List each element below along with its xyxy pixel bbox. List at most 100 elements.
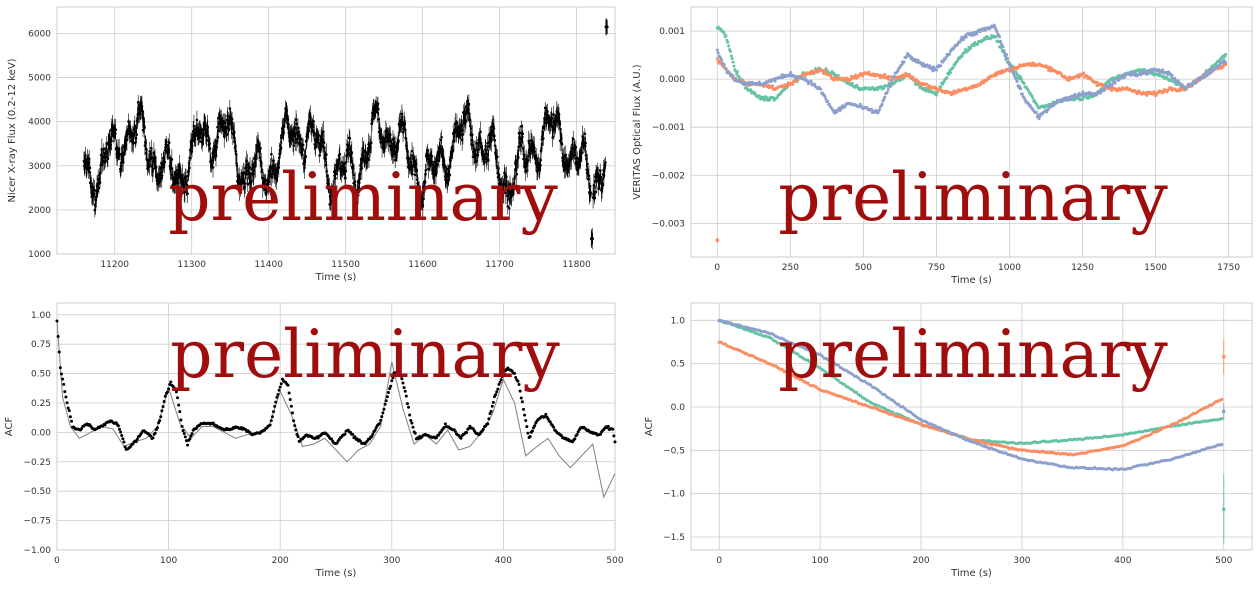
- nicer-point: [594, 190, 598, 194]
- nicer-point: [106, 157, 110, 161]
- veritas-point: [902, 60, 906, 64]
- nicer-point: [151, 167, 155, 170]
- veritas-point: [826, 100, 830, 104]
- nicer-point: [584, 141, 587, 145]
- veritas-point: [976, 42, 980, 46]
- nicer-point: [110, 139, 113, 143]
- veritas-point: [890, 79, 894, 83]
- nicer-point: [294, 141, 297, 144]
- nicer-point: [492, 124, 495, 128]
- nicer-point: [589, 191, 593, 194]
- acf-point: [378, 421, 382, 425]
- nicer-point: [560, 143, 564, 146]
- acf-point: [56, 334, 60, 338]
- nicer-point: [340, 161, 344, 164]
- acf-point: [70, 419, 74, 423]
- veritas-point: [791, 82, 795, 86]
- nicer-point: [403, 122, 407, 125]
- nicer-point: [455, 121, 459, 124]
- x-tick-label: 11700: [485, 260, 514, 270]
- acf-point: [158, 419, 162, 423]
- nicer-point: [183, 190, 187, 194]
- y-tick-label: 3000: [28, 162, 51, 172]
- acf-point: [407, 405, 411, 409]
- nicer-point: [164, 140, 168, 144]
- veritas-point: [715, 57, 719, 61]
- nicer-point: [452, 140, 456, 143]
- veritas-point: [951, 66, 955, 70]
- y-tick-label: 5000: [28, 74, 51, 84]
- nicer-point: [317, 134, 321, 137]
- nicer-point: [160, 162, 163, 165]
- nicer-point: [248, 166, 252, 169]
- nicer-point: [102, 147, 106, 151]
- nicer-point: [93, 188, 96, 192]
- nicer-point: [599, 175, 603, 179]
- nicer-point: [508, 182, 512, 186]
- x-tick-label: 250: [782, 263, 799, 273]
- x-tick-label: 1000: [998, 263, 1021, 273]
- nicer-point: [504, 175, 508, 179]
- nicer-point: [525, 169, 529, 172]
- nicer-point: [231, 121, 234, 125]
- nicer-point: [170, 158, 174, 161]
- nicer-point: [595, 179, 599, 182]
- veritas-point: [880, 102, 884, 106]
- veritas-point: [730, 56, 734, 60]
- nicer-point: [506, 205, 510, 208]
- nicer-point: [580, 151, 584, 155]
- nicer-point: [583, 132, 587, 136]
- veritas-point: [820, 69, 824, 73]
- veritas-point: [836, 74, 840, 78]
- veritas-point: [1002, 48, 1006, 52]
- nicer-point: [603, 164, 607, 167]
- nicer-point: [92, 192, 96, 196]
- nicer-point: [259, 146, 262, 150]
- nicer-point: [588, 184, 592, 188]
- veritas-point: [886, 87, 890, 91]
- nicer-point: [430, 154, 434, 158]
- nicer-point: [282, 131, 286, 135]
- nicer-point: [270, 152, 273, 156]
- x-tick-label: 100: [160, 556, 177, 566]
- acf-point: [65, 401, 69, 405]
- veritas-point: [882, 86, 886, 90]
- veritas-point: [889, 82, 893, 86]
- nicer-point: [542, 136, 545, 140]
- veritas-point: [1031, 96, 1035, 100]
- nicer-point: [344, 169, 348, 173]
- nicer-point: [160, 176, 164, 180]
- nicer-point: [539, 149, 543, 153]
- nicer-point: [550, 117, 554, 120]
- acf-point: [161, 405, 165, 409]
- nicer-point: [593, 196, 596, 200]
- x-tick-label: 1250: [1071, 263, 1094, 273]
- y-tick-label: −0.25: [23, 458, 51, 468]
- veritas-point: [960, 55, 964, 59]
- x-tick-label: 11800: [562, 260, 591, 270]
- acf-point: [272, 410, 276, 414]
- veritas-point: [1020, 92, 1024, 96]
- x-axis-label: Time (s): [315, 568, 357, 579]
- y-tick-label: 0.50: [31, 370, 51, 380]
- nicer-point: [163, 160, 167, 164]
- veritas-point: [883, 95, 887, 99]
- acf-point: [443, 422, 447, 426]
- y-tick-label: −0.003: [652, 219, 685, 229]
- nicer-point: [151, 170, 155, 173]
- y-tick-label: −0.50: [23, 487, 51, 497]
- veritas-point: [867, 70, 871, 74]
- nicer-point: [410, 149, 414, 153]
- acf-point: [269, 419, 273, 423]
- veritas-point: [785, 85, 789, 89]
- nicer-point: [404, 137, 408, 140]
- nicer-point: [471, 144, 474, 147]
- nicer-point: [426, 149, 430, 152]
- nicer-point: [470, 133, 474, 137]
- nicer-point: [389, 133, 392, 137]
- veritas-point: [1209, 71, 1213, 75]
- y-axis-label: Nicer X-ray Flux (0.2-12 keV): [7, 58, 18, 202]
- nicer-point: [364, 150, 367, 154]
- nicer-point: [167, 141, 171, 144]
